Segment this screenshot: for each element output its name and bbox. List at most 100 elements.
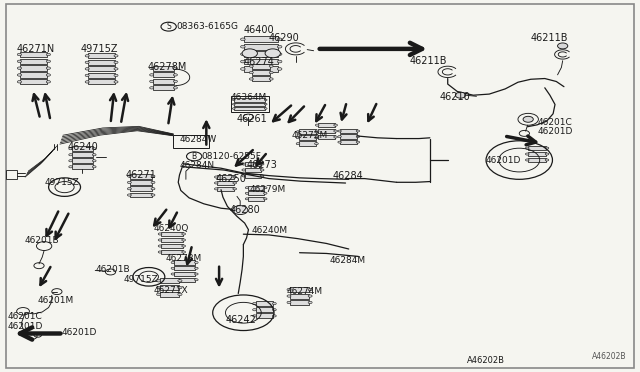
Circle shape [46, 60, 51, 62]
Bar [153, 66, 174, 71]
Bar [290, 294, 309, 299]
Circle shape [233, 176, 237, 178]
Circle shape [245, 187, 249, 189]
Text: 46201D: 46201D [7, 321, 42, 331]
Bar [88, 73, 115, 78]
Circle shape [150, 67, 154, 70]
Circle shape [195, 273, 198, 275]
Text: 46274: 46274 [243, 57, 275, 67]
Circle shape [308, 301, 312, 304]
Circle shape [277, 53, 282, 55]
Circle shape [273, 302, 276, 305]
Circle shape [92, 166, 96, 168]
Text: 46271X: 46271X [154, 286, 189, 295]
Text: 46400: 46400 [243, 25, 274, 35]
Circle shape [264, 187, 267, 189]
Bar [244, 36, 278, 42]
Bar [173, 135, 209, 148]
Bar [153, 79, 174, 84]
Circle shape [114, 55, 118, 57]
Circle shape [158, 245, 162, 247]
Text: 46201D: 46201D [61, 328, 97, 337]
Text: 46201D: 46201D [486, 155, 522, 164]
Text: 46201M: 46201M [38, 296, 74, 305]
Circle shape [287, 295, 291, 297]
Text: 46201B: 46201B [25, 236, 60, 246]
Text: 46284W: 46284W [179, 135, 217, 144]
Bar [340, 134, 357, 139]
Circle shape [277, 45, 282, 48]
Text: 46280: 46280 [229, 205, 260, 215]
Circle shape [17, 74, 22, 76]
Circle shape [334, 136, 337, 138]
Circle shape [127, 187, 131, 190]
Circle shape [277, 68, 282, 70]
Circle shape [545, 147, 549, 149]
Circle shape [157, 279, 161, 282]
Bar [244, 66, 278, 72]
Circle shape [171, 273, 175, 275]
Text: 46201C: 46201C [537, 118, 572, 127]
Circle shape [171, 267, 175, 269]
Text: 49715Z: 49715Z [44, 178, 79, 187]
Circle shape [241, 60, 245, 63]
Text: 08363-6165G: 08363-6165G [176, 22, 238, 31]
Text: 46211B: 46211B [410, 56, 447, 66]
Circle shape [178, 286, 182, 289]
Bar [290, 300, 309, 305]
Circle shape [273, 309, 276, 311]
Bar [299, 135, 316, 140]
Circle shape [182, 251, 186, 253]
Circle shape [242, 175, 246, 177]
Circle shape [127, 194, 131, 196]
Circle shape [214, 188, 218, 190]
Bar [244, 174, 261, 178]
Bar [20, 59, 47, 64]
Text: 46250: 46250 [216, 174, 247, 184]
Circle shape [269, 78, 273, 80]
Circle shape [114, 61, 118, 64]
Bar [255, 307, 273, 312]
Circle shape [127, 175, 131, 177]
Bar [248, 197, 264, 201]
Circle shape [260, 175, 264, 177]
Bar [255, 314, 273, 318]
Circle shape [68, 154, 72, 156]
Bar [299, 129, 316, 134]
Text: B: B [191, 152, 196, 161]
Bar [234, 103, 265, 106]
Circle shape [269, 71, 273, 74]
Bar [244, 51, 278, 57]
Text: 46201C: 46201C [7, 312, 42, 321]
Bar [244, 59, 278, 64]
Circle shape [277, 60, 282, 63]
Circle shape [195, 267, 198, 269]
Bar [299, 141, 316, 146]
Circle shape [173, 74, 177, 76]
Circle shape [260, 169, 264, 171]
Circle shape [85, 74, 89, 77]
Circle shape [253, 309, 257, 311]
Circle shape [182, 245, 186, 247]
Circle shape [253, 315, 257, 317]
Circle shape [315, 137, 318, 139]
Circle shape [316, 130, 319, 132]
Circle shape [158, 239, 162, 241]
Circle shape [242, 49, 257, 58]
Circle shape [241, 45, 245, 48]
Text: 46271N: 46271N [17, 44, 55, 54]
Text: 49715Z: 49715Z [124, 275, 158, 284]
Circle shape [241, 38, 245, 41]
Bar [131, 174, 152, 179]
Circle shape [356, 135, 360, 138]
Text: 46240Q: 46240Q [154, 224, 189, 233]
Circle shape [277, 38, 282, 41]
Text: 46278M: 46278M [166, 254, 202, 263]
Circle shape [46, 67, 51, 70]
Bar [88, 60, 115, 65]
Circle shape [17, 53, 22, 56]
Circle shape [232, 206, 248, 215]
Circle shape [241, 53, 245, 55]
Bar [244, 162, 261, 166]
Circle shape [232, 99, 235, 101]
